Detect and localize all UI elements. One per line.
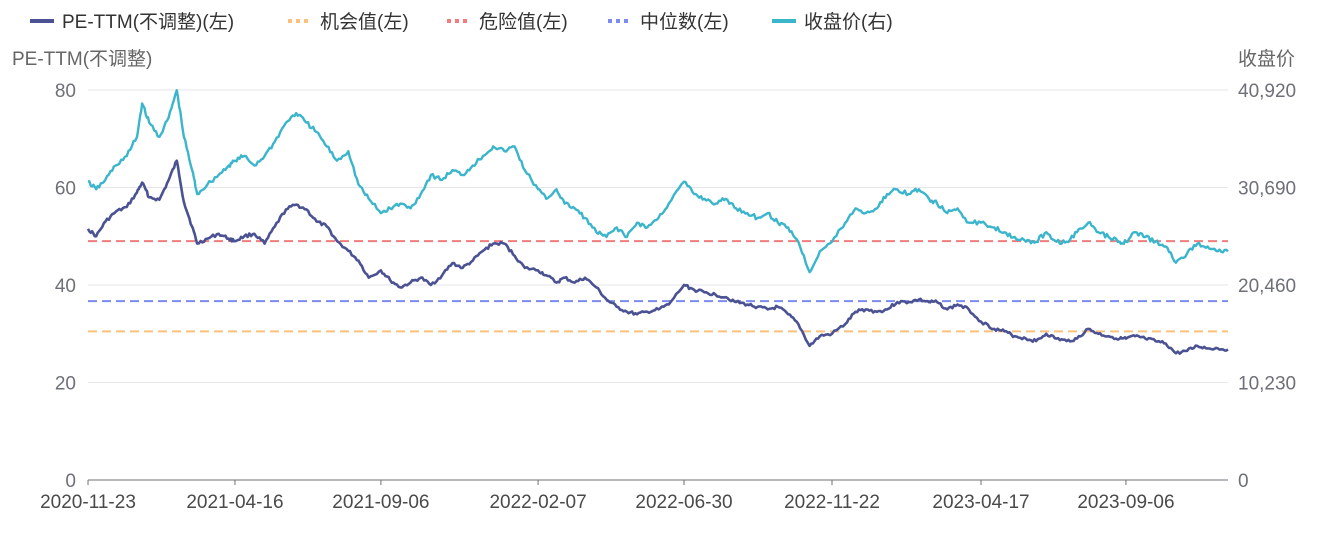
y-left-tick-label: 0 <box>65 471 76 492</box>
y-left-tick-label: 60 <box>55 179 76 200</box>
x-tick-label: 2023-09-06 <box>1077 492 1174 513</box>
x-tick-label: 2023-04-17 <box>932 492 1029 513</box>
y-right-axis-title: 收盘价 <box>1238 48 1295 70</box>
y-left-ticks: 0 20 40 60 80 <box>55 81 76 492</box>
x-tick-label: 2022-02-07 <box>489 492 586 513</box>
legend-item[interactable]: 中位数(左) <box>608 11 729 33</box>
legend-item[interactable]: PE-TTM(不调整)(左) <box>30 11 234 33</box>
legend-item[interactable]: 危险值(左) <box>447 11 568 33</box>
y-right-tick-label: 40,920 <box>1238 81 1296 102</box>
legend: PE-TTM(不调整)(左) 机会值(左) 危险值(左) 中位数(左) 收盘价(右) <box>30 11 893 33</box>
grid-lines <box>88 89 1228 383</box>
y-right-tick-label: 0 <box>1238 471 1249 492</box>
x-ticks: 2020-11-23 2021-04-16 2021-09-06 2022-02-07… <box>40 480 1175 513</box>
y-left-tick-label: 80 <box>55 81 76 102</box>
x-tick-label: 2021-04-16 <box>186 492 283 513</box>
y-right-tick-label: 20,460 <box>1238 276 1296 297</box>
x-tick-label: 2022-11-22 <box>784 492 880 513</box>
reference-lines <box>88 240 1228 333</box>
legend-item[interactable]: 机会值(左) <box>288 11 409 33</box>
legend-label: 收盘价(右) <box>804 11 893 33</box>
y-right-tick-label: 10,230 <box>1238 374 1296 395</box>
x-tick-label: 2021-09-06 <box>332 492 429 513</box>
close-price-series-line <box>87 89 1229 274</box>
x-tick-label: 2020-11-23 <box>40 492 136 513</box>
legend-label: PE-TTM(不调整)(左) <box>62 11 234 33</box>
y-right-ticks: 0 10,230 20,460 30,690 40,920 <box>1238 81 1296 492</box>
y-left-tick-label: 20 <box>55 374 76 395</box>
legend-label: 危险值(左) <box>479 11 568 33</box>
y-right-tick-label: 30,690 <box>1238 179 1296 200</box>
x-tick-label: 2022-06-30 <box>635 492 732 513</box>
legend-label: 中位数(左) <box>640 11 729 33</box>
pe-ttm-series-line <box>86 159 1229 355</box>
y-left-tick-label: 40 <box>55 276 76 297</box>
series-lines <box>86 89 1229 355</box>
legend-item[interactable]: 收盘价(右) <box>772 11 893 33</box>
y-left-axis-title: PE-TTM(不调整) <box>12 48 152 70</box>
legend-label: 机会值(左) <box>320 11 409 33</box>
